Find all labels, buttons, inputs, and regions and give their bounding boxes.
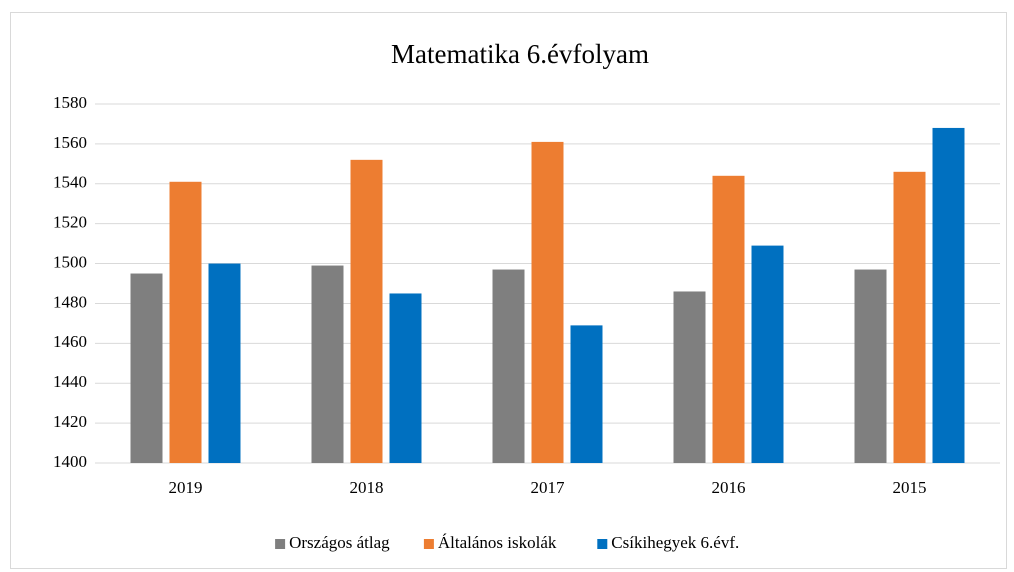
bar [492, 269, 525, 463]
bar [311, 265, 344, 463]
y-tick-label: 1480 [53, 292, 87, 311]
legend-label: Általános iskolák [438, 533, 557, 552]
x-tick-label: 2017 [531, 478, 566, 497]
legend-swatch [423, 539, 434, 549]
bar [350, 159, 383, 463]
bar [130, 273, 163, 463]
bar [673, 291, 706, 463]
x-tick-label: 2016 [712, 478, 746, 497]
bar [932, 127, 965, 463]
y-tick-label: 1460 [53, 332, 87, 351]
chart-title: Matematika 6.évfolyam [391, 39, 649, 69]
bar [570, 325, 603, 463]
bar [854, 269, 887, 463]
y-tick-label: 1520 [53, 213, 87, 232]
y-tick-label: 1500 [53, 252, 87, 271]
y-tick-label: 1560 [53, 133, 87, 152]
y-tick-label: 1540 [53, 173, 87, 192]
bar [389, 293, 422, 463]
bar [169, 181, 202, 464]
y-tick-label: 1420 [53, 412, 87, 431]
bar [712, 175, 745, 464]
y-tick-label: 1440 [53, 372, 87, 391]
y-tick-label: 1580 [53, 93, 87, 112]
legend-swatch [275, 539, 286, 549]
x-tick-label: 2019 [169, 478, 203, 497]
bar [531, 141, 564, 463]
x-tick-label: 2018 [350, 478, 384, 497]
legend-swatch [597, 539, 608, 549]
legend-label: Csíkihegyek 6.évf. [611, 533, 739, 552]
y-tick-label: 1400 [53, 452, 87, 471]
bar [208, 263, 241, 463]
bar [751, 245, 784, 463]
legend-label: Országos átlag [289, 533, 390, 552]
x-tick-label: 2015 [893, 478, 927, 497]
bar [893, 171, 926, 464]
